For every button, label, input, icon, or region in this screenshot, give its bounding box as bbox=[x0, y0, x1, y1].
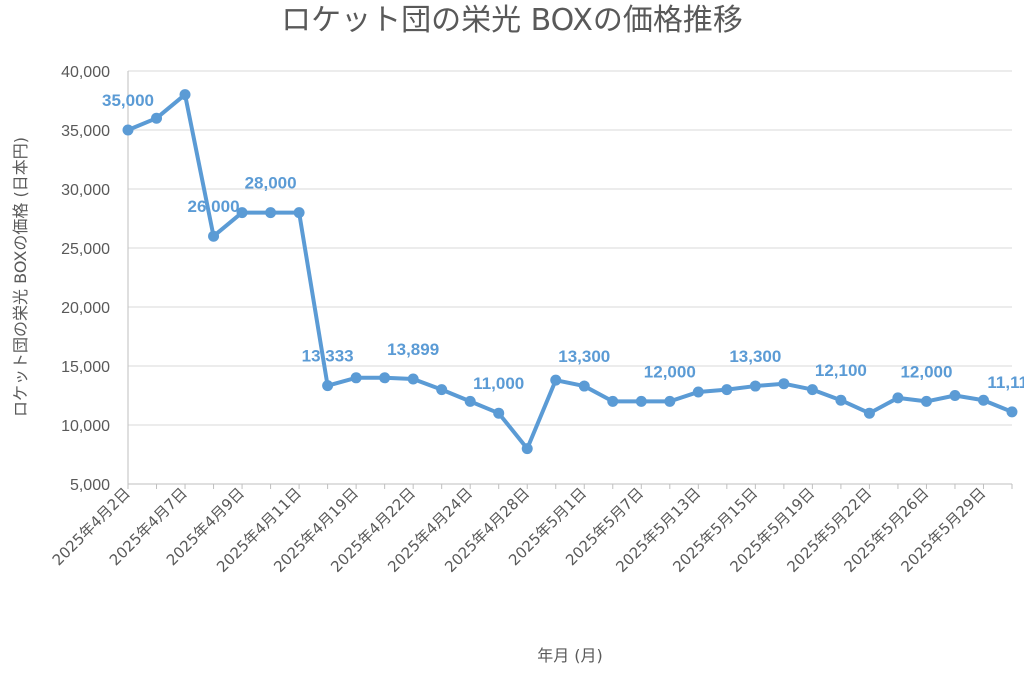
data-point bbox=[122, 124, 134, 136]
data-label: 13,300 bbox=[729, 347, 781, 366]
gridlines bbox=[128, 70, 1012, 485]
data-point bbox=[265, 207, 277, 219]
data-point bbox=[977, 394, 989, 406]
data-point bbox=[920, 395, 932, 407]
series-line bbox=[126, 92, 1014, 451]
data-labels: 35,000 26,000 28,000 13,333 13,899 11,000 13,3… bbox=[102, 91, 1024, 393]
data-label: 12,100 bbox=[815, 361, 867, 380]
data-label: 11,111 bbox=[987, 373, 1024, 392]
y-tick-label: 15,000 bbox=[61, 359, 110, 376]
data-label: 13,899 bbox=[387, 340, 439, 359]
data-points bbox=[122, 89, 1018, 455]
data-point bbox=[293, 207, 305, 219]
series-line-group bbox=[126, 92, 1014, 451]
data-point bbox=[892, 392, 904, 404]
y-tick-label: 30,000 bbox=[61, 182, 110, 199]
data-point bbox=[749, 380, 761, 392]
y-tick-label: 40,000 bbox=[61, 64, 110, 81]
data-point bbox=[1006, 406, 1018, 418]
y-tick-label: 35,000 bbox=[61, 123, 110, 140]
data-point bbox=[721, 384, 733, 396]
data-point bbox=[322, 380, 334, 392]
data-point bbox=[949, 390, 961, 401]
data-label: 13,333 bbox=[302, 347, 354, 366]
data-point bbox=[835, 394, 847, 406]
data-label: 26,000 bbox=[188, 197, 240, 216]
data-point bbox=[208, 230, 220, 242]
data-label: 35,000 bbox=[102, 91, 154, 110]
data-label: 28,000 bbox=[245, 174, 297, 193]
data-point bbox=[778, 378, 790, 390]
data-point bbox=[407, 373, 419, 385]
data-label: 13,300 bbox=[558, 347, 610, 366]
data-point bbox=[436, 384, 448, 396]
data-label: 12,000 bbox=[900, 362, 952, 381]
data-point bbox=[350, 372, 362, 384]
data-point bbox=[550, 374, 562, 386]
data-point bbox=[151, 112, 163, 124]
data-point bbox=[179, 89, 191, 101]
data-point bbox=[236, 207, 248, 219]
y-tick-label: 20,000 bbox=[61, 300, 110, 317]
data-point bbox=[692, 386, 704, 398]
y-tick-label: 5,000 bbox=[70, 477, 110, 494]
data-point bbox=[664, 395, 676, 407]
data-point bbox=[578, 380, 590, 392]
data-label: 11,000 bbox=[473, 374, 524, 393]
data-point bbox=[607, 395, 619, 407]
y-tick-label: 25,000 bbox=[61, 241, 110, 258]
data-point bbox=[521, 443, 533, 455]
x-axis-title: 年月 (月) bbox=[537, 646, 603, 665]
chart-title: ロケット団の栄光 BOXの価格推移 bbox=[281, 3, 743, 38]
data-point bbox=[863, 407, 875, 419]
y-tick-label: 10,000 bbox=[61, 418, 110, 435]
data-label: 12,000 bbox=[644, 362, 696, 381]
data-point bbox=[464, 395, 476, 407]
data-point bbox=[635, 395, 647, 407]
data-point bbox=[806, 384, 818, 396]
data-point bbox=[493, 407, 505, 419]
data-point bbox=[379, 372, 391, 384]
